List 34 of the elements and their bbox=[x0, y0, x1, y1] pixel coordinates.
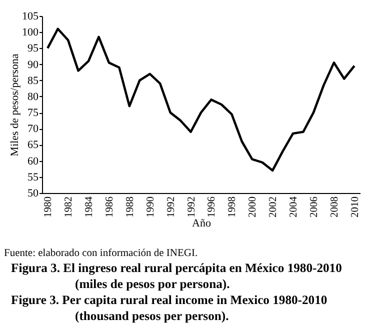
y-tick-label: 100 bbox=[22, 26, 39, 39]
y-tick-label: 60 bbox=[28, 155, 39, 168]
y-tick-label: 65 bbox=[28, 139, 39, 152]
y-tick-label: 105 bbox=[22, 10, 39, 22]
y-tick-label: 95 bbox=[28, 42, 39, 55]
x-tick-label: 1986 bbox=[104, 196, 116, 218]
x-tick-label: 2008 bbox=[329, 196, 340, 218]
x-axis-title: Año bbox=[192, 218, 212, 230]
x-tick-label: 1996 bbox=[206, 196, 218, 218]
x-tick-label: 1982 bbox=[64, 196, 75, 218]
x-tick-label: 2002 bbox=[268, 196, 280, 218]
x-tick-label: 2000 bbox=[248, 196, 259, 218]
y-tick-label: 50 bbox=[28, 188, 39, 200]
line-series bbox=[46, 28, 356, 172]
y-tick-label: 85 bbox=[28, 74, 39, 87]
source-note: Fuente: elaborado con información de INEGI. bbox=[4, 247, 199, 260]
y-tick-label: 75 bbox=[28, 107, 39, 120]
x-tick-label: 1988 bbox=[124, 196, 136, 218]
x-tick-label: 1990 bbox=[145, 196, 156, 218]
y-tick-label: 90 bbox=[28, 58, 39, 71]
y-tick-label: 70 bbox=[28, 123, 39, 136]
x-tick-label: 1998 bbox=[227, 196, 238, 218]
y-tick-label: 55 bbox=[28, 171, 39, 184]
y-tick-label: 80 bbox=[28, 90, 39, 103]
x-tick-label: 1984 bbox=[84, 196, 96, 218]
y-axis-title: Miles de pesos/persona bbox=[9, 54, 21, 156]
x-tick-label: 2010 bbox=[350, 196, 361, 218]
x-tick-label: 1980 bbox=[43, 196, 54, 218]
text: Figure 3. Per capita rural real income in Mexico 1980-2010 (thousand pesos per person). bbox=[10, 293, 328, 324]
text: Figura 3. El ingreso real rural percápita en México 1980-2010 (miles de pesos por persona). bbox=[10, 261, 343, 292]
x-tick-label: 1992 bbox=[166, 196, 177, 218]
x-tick-label: 2006 bbox=[308, 196, 320, 218]
x-tick-label: 1992 bbox=[186, 196, 198, 218]
x-tick-label: 2004 bbox=[288, 196, 300, 218]
